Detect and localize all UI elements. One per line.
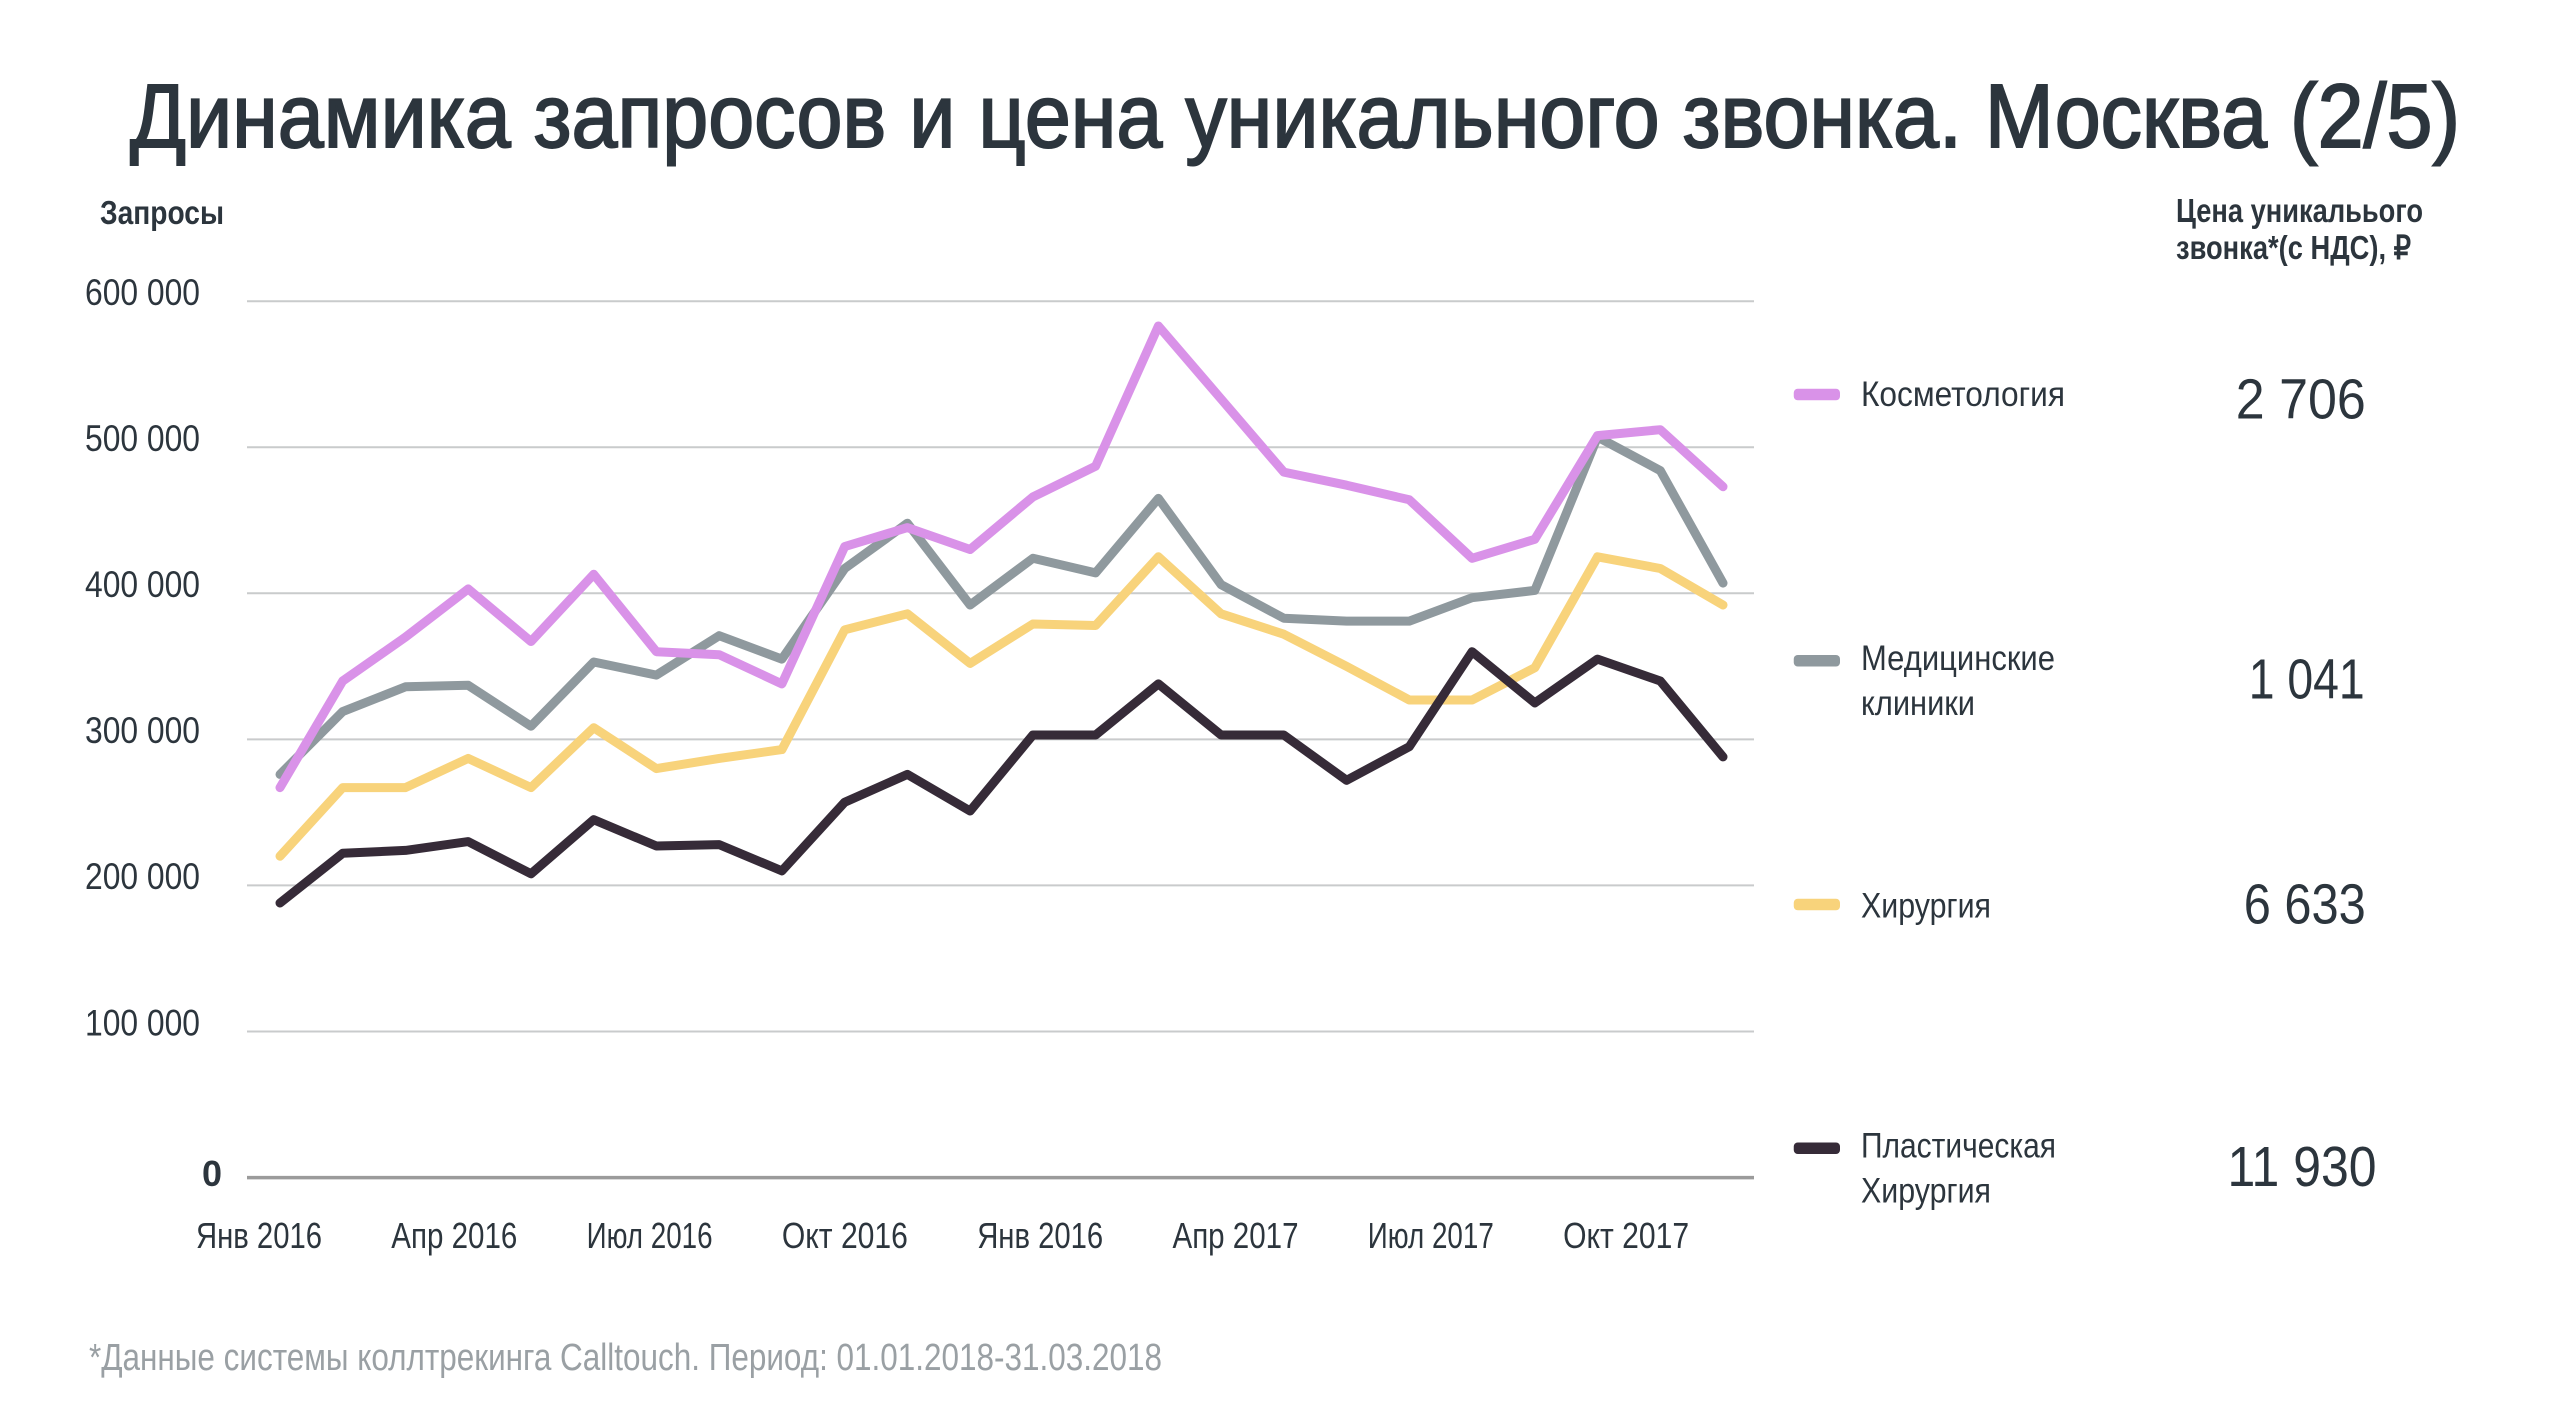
svg-text:Янв 2016: Янв 2016 [196, 1215, 322, 1256]
svg-text:Апр 2016: Апр 2016 [391, 1215, 517, 1256]
svg-text:Цена уникальього: Цена уникальього [2176, 192, 2423, 229]
svg-text:Медицинские: Медицинские [1861, 639, 2055, 678]
svg-text:Окт 2017: Окт 2017 [1563, 1215, 1689, 1256]
svg-text:*Данные системы коллтрекинга C: *Данные системы коллтрекинга Calltouch. … [89, 1337, 1162, 1379]
svg-text:100 000: 100 000 [85, 1002, 200, 1043]
svg-text:11 930: 11 930 [2228, 1135, 2377, 1199]
svg-text:1 041: 1 041 [2249, 648, 2365, 712]
svg-text:Окт 2016: Окт 2016 [782, 1215, 908, 1256]
svg-text:300 000: 300 000 [85, 710, 200, 751]
svg-text:Янв 2016: Янв 2016 [977, 1215, 1103, 1256]
svg-text:звонка*(с НДС), ₽: звонка*(с НДС), ₽ [2176, 229, 2411, 266]
svg-text:Запросы: Запросы [100, 194, 224, 231]
svg-text:Апр 2017: Апр 2017 [1173, 1215, 1299, 1256]
svg-text:Хирургия: Хирургия [1861, 887, 1991, 926]
svg-text:Динамика запросов и цена уника: Динамика запросов и цена уникального зво… [130, 67, 2460, 167]
svg-text:200 000: 200 000 [85, 856, 200, 897]
svg-text:600 000: 600 000 [85, 272, 200, 313]
svg-text:500 000: 500 000 [85, 418, 200, 459]
svg-text:Хирургия: Хирургия [1861, 1172, 1991, 1211]
svg-text:Июл 2017: Июл 2017 [1368, 1215, 1494, 1256]
svg-text:Июл 2016: Июл 2016 [587, 1215, 713, 1256]
svg-text:клиники: клиники [1861, 684, 1975, 723]
svg-text:2 706: 2 706 [2236, 368, 2366, 432]
svg-text:0: 0 [202, 1153, 222, 1194]
svg-text:Косметология: Косметология [1861, 375, 2065, 414]
svg-text:Пластическая: Пластическая [1861, 1127, 2056, 1166]
svg-text:6 633: 6 633 [2244, 873, 2366, 937]
svg-text:400 000: 400 000 [85, 564, 200, 605]
